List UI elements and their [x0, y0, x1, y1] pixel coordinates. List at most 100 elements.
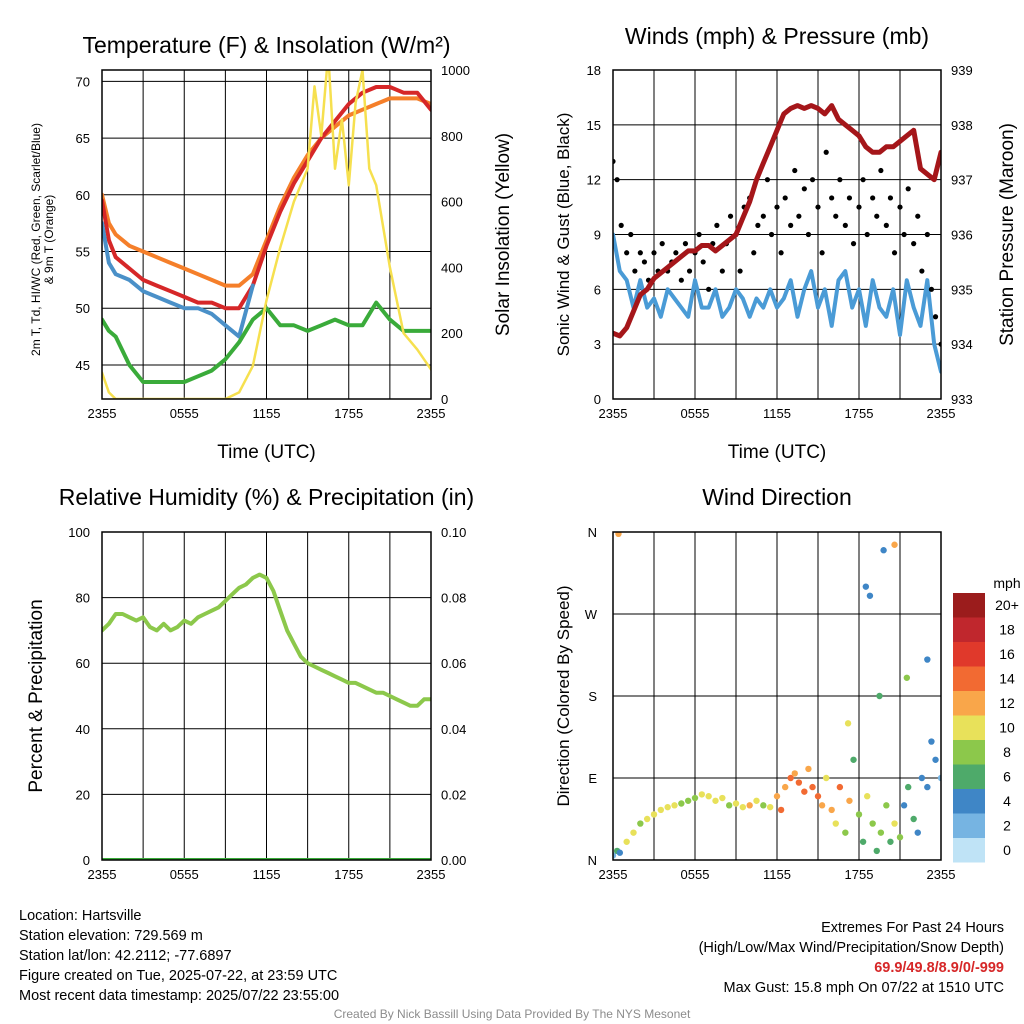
gust-point — [887, 195, 894, 201]
x-tick-label: 2355 — [88, 406, 117, 421]
y2-tick-label: 600 — [441, 195, 463, 210]
x-tick-label: 2355 — [599, 406, 628, 421]
colorbar-label: 2 — [1003, 818, 1011, 834]
direction-point — [918, 774, 926, 782]
y-tick-label: 60 — [76, 656, 90, 671]
direction-point — [862, 583, 870, 590]
gust-point — [901, 231, 907, 238]
colorbar-label: 20+ — [995, 597, 1019, 613]
y2-tick-label: 934 — [951, 337, 973, 352]
x-tick-label: 0555 — [170, 406, 199, 421]
y-tick-label: W — [585, 607, 598, 622]
gust-point — [686, 268, 693, 274]
direction-point — [698, 791, 706, 798]
gust-point — [659, 241, 665, 247]
x-tick-label: 1755 — [845, 406, 874, 421]
panel-temp: 2355 0555 1155 1755 2355 45 50 55 60 65 70 0 200 400 6… — [29, 32, 514, 463]
gust-point — [850, 241, 857, 247]
direction-point — [773, 793, 781, 800]
y-tick-label: S — [588, 689, 597, 704]
colorbar-swatch — [953, 666, 985, 691]
direction-point — [828, 806, 835, 814]
colorbar-swatch — [953, 691, 985, 716]
gust-point — [874, 213, 880, 219]
colorbar-label: 14 — [999, 671, 1015, 687]
y-tick-label: N — [588, 853, 597, 868]
direction-point — [880, 547, 887, 554]
series-line-t9m — [102, 96, 431, 288]
y-tick-label: 12 — [587, 173, 601, 188]
direction-point — [887, 838, 894, 845]
y-tick-label: 100 — [68, 525, 90, 540]
colorbar-swatch — [953, 617, 985, 642]
direction-point — [782, 783, 789, 791]
gust-point — [714, 222, 720, 228]
direction-point — [732, 800, 740, 807]
direction-point — [842, 829, 849, 836]
direction-point — [712, 797, 719, 804]
direction-point — [883, 802, 890, 809]
panel-rh: 2355 0555 1155 1755 23550204060801000.000.02… — [26, 484, 474, 882]
direction-point — [928, 738, 935, 745]
direction-point — [924, 783, 931, 791]
direction-point — [801, 788, 808, 795]
gust-point — [928, 286, 935, 292]
direction-point — [932, 756, 939, 763]
y-tick-label: 9 — [594, 228, 601, 243]
gust-point — [809, 177, 816, 183]
direction-point — [876, 692, 883, 700]
direction-point — [869, 820, 876, 827]
colorbar-label: 10 — [999, 720, 1015, 736]
chart-title: Winds (mph) & Pressure (mb) — [625, 23, 929, 49]
colorbar-swatch — [953, 642, 985, 667]
direction-point — [855, 811, 863, 818]
elevation-text: Station elevation: 729.569 m — [19, 928, 203, 944]
direction-point — [814, 793, 822, 800]
chart-title: Wind Direction — [702, 484, 852, 510]
max-gust-text: Max Gust: 15.8 mph On 07/22 at 1510 UTC — [723, 980, 1004, 996]
gust-point — [919, 268, 925, 274]
gust-point — [856, 204, 862, 210]
direction-point — [657, 806, 665, 814]
direction-point — [725, 802, 733, 809]
direction-point — [809, 783, 816, 791]
x-tick-label: 0555 — [170, 867, 199, 882]
gust-point — [905, 186, 911, 192]
y2-tick-label: 0.04 — [441, 722, 466, 737]
y2-tick-label: 200 — [441, 326, 463, 341]
x-axis-label: Time (UTC) — [728, 442, 827, 463]
direction-point — [864, 793, 871, 800]
colorbar-title: mph — [993, 575, 1020, 591]
station-info: Location: Hartsville Station elevation: … — [19, 906, 339, 1006]
colorbar-label: 0 — [1003, 842, 1011, 858]
direction-point — [664, 803, 671, 811]
direction-point — [630, 829, 637, 836]
y2-tick-label: 933 — [951, 392, 973, 407]
gust-point — [788, 222, 794, 228]
y2-tick-label: 800 — [441, 129, 463, 144]
direction-point — [650, 811, 658, 818]
direction-point — [739, 803, 747, 811]
plot-area-wdir — [613, 532, 941, 859]
direction-point — [844, 720, 852, 727]
x-tick-label: 2355 — [927, 406, 956, 421]
gust-point — [842, 222, 848, 228]
direction-point — [643, 815, 651, 823]
direction-point — [671, 802, 678, 809]
y-axis-label-line1: 2m T, Td, HI/WC (Red, Green, Scarlet/Blu… — [29, 123, 43, 356]
gust-point — [614, 177, 620, 183]
y-tick-label: 20 — [76, 787, 90, 802]
gust-point — [792, 167, 798, 174]
x-tick-label: 2355 — [927, 867, 956, 882]
direction-point — [623, 838, 630, 845]
y2-tick-label: 936 — [951, 228, 973, 243]
gust-point — [915, 213, 921, 219]
direction-point — [891, 820, 898, 827]
gust-point — [628, 231, 634, 238]
plot-area-rh — [102, 572, 431, 860]
extremes-values: 69.9/49.8/8.9/0/-999 — [874, 960, 1004, 976]
y2-tick-label: 0.10 — [441, 525, 466, 540]
gust-point — [932, 314, 939, 320]
gust-point — [737, 268, 743, 274]
colorbar-label: 18 — [999, 622, 1015, 638]
